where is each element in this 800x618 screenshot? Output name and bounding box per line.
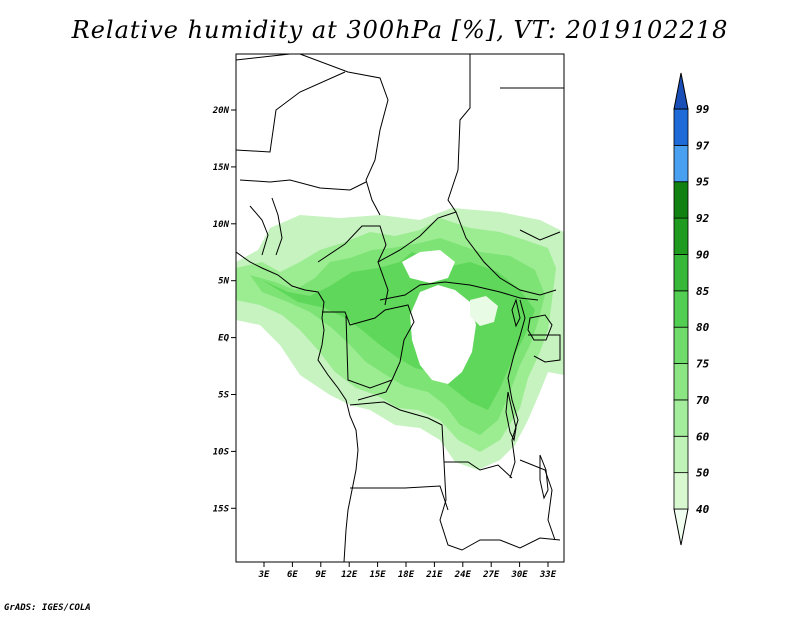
lon-label: 33E [539, 570, 557, 580]
coastline [236, 251, 359, 562]
border-8 [379, 281, 539, 301]
colorbar-label: 92 [696, 212, 710, 225]
lat-label: 5S [218, 391, 229, 401]
lon-label: 12E [341, 570, 358, 580]
lon-label: 15E [369, 570, 386, 580]
border-16 [447, 54, 471, 213]
map-frame [235, 53, 565, 563]
humidity-area-core [262, 252, 535, 410]
border-7 [377, 211, 557, 296]
colorbar-label: 90 [696, 248, 710, 261]
lake-albert [511, 298, 521, 328]
map-title: Relative humidity at 300hPa [%], VT: 201… [71, 16, 729, 44]
lon-label: 18E [398, 570, 415, 580]
border-12 [507, 299, 526, 479]
colorbar-top-arrow [673, 72, 689, 110]
colorbar-label: 95 [696, 176, 710, 189]
lon-label: 21E [425, 570, 443, 580]
lon-label: 6E [287, 570, 298, 580]
lat-label: 15S [213, 504, 230, 514]
colorbar-segment [673, 290, 689, 328]
border-6 [317, 225, 389, 306]
lon-label: 9E [315, 570, 326, 580]
latitude-axis: 20N 15N 10N 5N EQ 5S 10S 15S [212, 106, 236, 514]
dry-patch-small [470, 296, 498, 326]
border-3 [239, 179, 367, 191]
lon-label: 30E [510, 570, 528, 580]
colorbar-label: 99 [696, 103, 710, 116]
colorbar-segment [673, 435, 689, 474]
colorbar-segment [673, 217, 689, 255]
lon-label: 24E [454, 570, 472, 580]
humidity-field [236, 208, 564, 470]
colorbar-label: 70 [696, 394, 710, 407]
colorbar-label: 85 [696, 285, 710, 298]
lat-label: 5N [218, 277, 229, 287]
colorbar-segment [673, 399, 689, 437]
lon-label: 27E [482, 570, 500, 580]
colorbar-segment [673, 181, 689, 219]
colorbar-segment [673, 363, 689, 401]
lake-tanganyika [505, 391, 517, 442]
colorbar-segment [673, 472, 689, 510]
lake-victoria [527, 314, 553, 341]
colorbar-label: 50 [696, 467, 710, 480]
lat-label: 10N [213, 220, 230, 230]
colorbar-label: 75 [696, 358, 710, 371]
dry-patch-north [402, 250, 455, 283]
colorbar: 40 50 60 70 75 80 85 90 92 95 97 99 [673, 72, 710, 546]
colorbar-label: 40 [696, 503, 710, 516]
colorbar-label: 80 [696, 321, 710, 334]
border-11 [349, 401, 513, 479]
longitude-axis: 3E 6E 9E 12E 15E 18E 21E 24E 27E 30E 33E [258, 562, 557, 580]
grads-credit: GrADS: IGES/COLA [4, 603, 91, 613]
colorbar-label: 60 [696, 430, 710, 443]
border-9 [322, 304, 415, 401]
border-15 [350, 485, 449, 511]
colorbar-segment [673, 108, 689, 146]
dry-patch-central [410, 285, 476, 384]
colorbar-bottom-arrow [673, 508, 689, 546]
lat-label: 10S [213, 447, 230, 457]
colorbar-segment [673, 326, 689, 364]
border-17 [500, 87, 564, 241]
lake-malawi [539, 454, 549, 500]
border-5 [271, 197, 283, 256]
lat-label: EQ [218, 334, 229, 344]
border-10 [345, 315, 393, 389]
lat-label: 20N [212, 106, 230, 116]
colorbar-label: 97 [696, 139, 710, 152]
border-4 [249, 205, 269, 256]
border-2 [236, 71, 346, 153]
colorbar-segment [673, 254, 689, 292]
borders [236, 54, 564, 562]
lon-label: 3E [258, 570, 270, 580]
border-13 [528, 334, 561, 363]
colorbar-segment [673, 144, 689, 183]
border-14 [439, 461, 561, 551]
border-18 [519, 459, 556, 541]
border-1 [236, 54, 389, 216]
lat-label: 15N [213, 163, 230, 173]
